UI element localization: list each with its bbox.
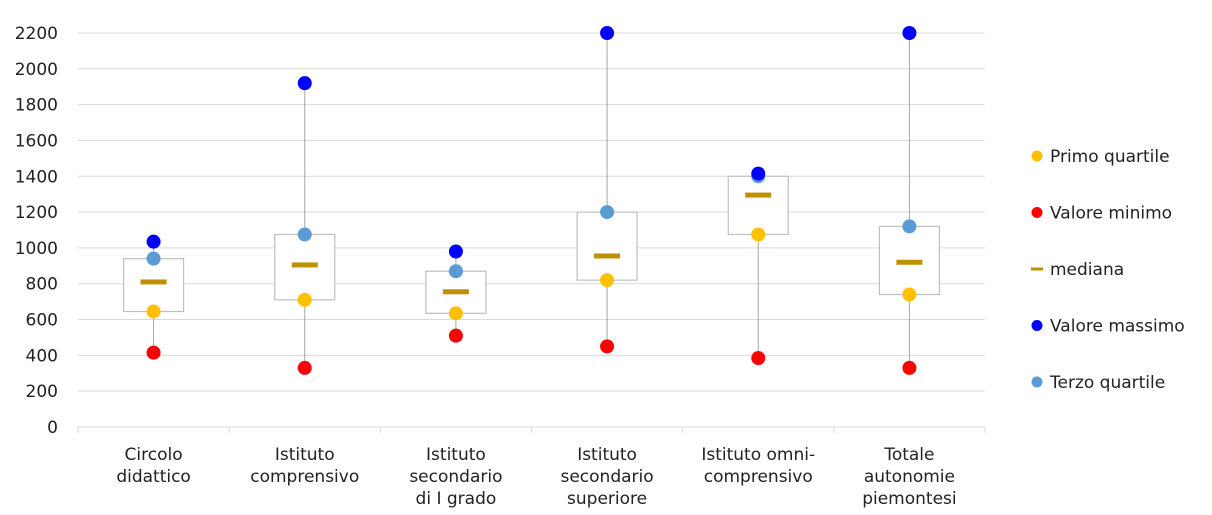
q1-marker [600,273,615,288]
x-category-label-line: Circolo [125,445,183,465]
max-marker [902,26,917,40]
q1-marker [902,287,917,302]
x-category-label-line: autonomie [864,467,955,487]
x-category-label-line: didattico [116,467,191,487]
gridlines [78,32,985,428]
legend-dash-symbol [1031,267,1043,271]
q3-marker [297,227,312,242]
min-marker [751,351,766,366]
median-marker [745,192,772,198]
median-marker [140,279,167,285]
x-category-label-line: comprensivo [250,467,359,487]
x-category-label-line: Istituto [577,445,637,465]
y-tick-label: 1800 [15,96,58,116]
y-axis-ticks: 0 200 400 600 800 1000 1200 1400 1600 1800 2000 220… [15,24,58,438]
x-category-label: Istituto secondario di I grado [409,445,502,509]
x-category-label-line: Totale [883,445,934,465]
q3-marker [902,219,917,234]
min-marker [902,360,917,375]
x-category-label-line: Istituto [426,445,486,465]
x-category-label: Circolo didattico [116,445,191,487]
q3-marker [146,251,161,266]
legend: Primo quartile Valore minimo mediana Valore… [1031,147,1185,393]
q1-marker [297,292,312,307]
x-category-label-line: secondario [560,467,653,487]
y-tick-label: 1400 [15,167,58,187]
iqr-box [122,258,185,313]
x-category-label-line: superiore [567,489,647,509]
y-tick-label: 2200 [15,24,58,44]
legend-dot-symbol [1031,207,1043,218]
marks [140,26,923,375]
x-category-label-line: Istituto [275,445,335,465]
legend-label: Terzo quartile [1049,373,1165,393]
x-category-label-line: Istituto omni- [701,445,815,465]
y-tick-label: 400 [26,346,58,366]
min-marker [297,360,312,375]
x-category-label: Totale autonomie piemontesi [862,445,956,509]
legend-label: mediana [1050,260,1124,280]
y-tick-label: 1200 [15,203,58,223]
q1-marker [448,306,463,321]
legend-label: Primo quartile [1050,147,1170,167]
legend-dot-symbol [1031,376,1043,388]
y-tick-label: 1600 [15,131,58,151]
min-marker [146,345,161,360]
max-marker [297,76,312,91]
y-tick-label: 600 [26,311,58,331]
x-category-label-line: di I grado [416,489,497,509]
y-tick-label: 200 [26,382,58,402]
iqr-box [576,211,638,281]
x-category-label: Istituto omni-comprensivo [701,445,815,487]
median-marker [291,262,318,268]
x-category-label-line: piemontesi [862,489,956,509]
boxes [122,33,941,368]
legend-label: Valore massimo [1050,317,1185,337]
median-marker [896,259,923,265]
iqr-box [727,175,789,236]
y-tick-label: 0 [47,418,58,438]
x-category-label: Istituto comprensivo [250,445,359,487]
median-marker [594,253,621,259]
q1-marker [751,227,766,242]
legend-dot-symbol [1031,320,1043,331]
q1-marker [146,304,161,319]
max-marker [600,26,615,40]
q3-marker [448,264,463,279]
median-marker [442,289,469,295]
min-marker [448,328,463,343]
x-category-label: Istituto secondario superiore [560,445,653,509]
max-marker [448,244,463,259]
max-marker [751,166,766,181]
legend-dot-symbol [1031,150,1043,162]
max-marker [146,234,161,249]
x-category-label-line: comprensivo [704,467,813,487]
y-tick-label: 1000 [15,239,58,259]
y-tick-label: 800 [26,275,58,295]
min-marker [600,339,615,354]
y-tick-label: 2000 [15,60,58,80]
q3-marker [600,205,615,220]
legend-label: Valore minimo [1050,204,1172,224]
x-category-label-line: secondario [409,467,502,487]
